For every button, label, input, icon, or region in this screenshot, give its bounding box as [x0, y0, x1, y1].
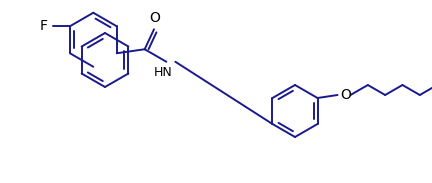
- Text: F: F: [40, 19, 48, 33]
- Text: O: O: [340, 88, 351, 102]
- Text: O: O: [149, 11, 160, 25]
- Text: HN: HN: [154, 66, 173, 79]
